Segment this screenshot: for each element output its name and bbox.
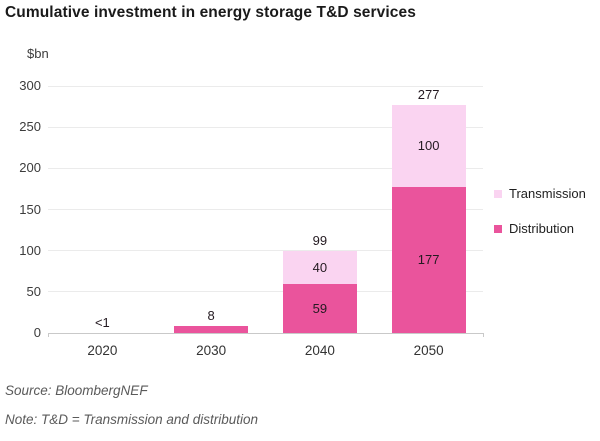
bar-2050-transmission [391, 104, 466, 188]
bar-total-label: <1 [94, 314, 110, 330]
gridline [48, 167, 483, 169]
axis-tick [48, 333, 49, 337]
gridline [48, 250, 483, 252]
bar-2030-distribution [174, 326, 249, 333]
bar-total-label: 277 [417, 86, 440, 102]
gridline [48, 209, 483, 210]
x-tick-label: 2020 [87, 343, 118, 358]
gridline [48, 126, 483, 128]
bar-total-label: 8 [207, 308, 215, 324]
gridline [48, 291, 483, 293]
bar-value-label: 100 [417, 138, 440, 154]
note-text: Note: T&D = Transmission and distributio… [5, 412, 258, 427]
x-tick-label: 2030 [196, 343, 227, 358]
y-tick-label: 100 [19, 242, 41, 258]
y-tick-label: 0 [33, 325, 41, 340]
legend-swatch-transmission [494, 189, 502, 198]
y-tick-label: 200 [19, 160, 41, 176]
legend-label: Distribution [509, 221, 575, 236]
x-tick-label: 2040 [304, 343, 335, 358]
y-tick-label: 300 [19, 78, 41, 93]
source-text: Source: BloombergNEF [5, 383, 148, 398]
y-tick-label: 150 [19, 201, 41, 217]
bar-value-label: 59 [312, 300, 328, 316]
bar-2040-transmission [282, 251, 357, 285]
bar-2040-distribution [282, 284, 357, 333]
bar-total-label: 99 [312, 233, 328, 249]
y-tick-label: 50 [26, 283, 41, 299]
gridline [48, 85, 483, 87]
x-tick-label: 2050 [413, 343, 444, 358]
x-axis-line [48, 333, 484, 334]
legend-item-distribution: Distribution [494, 221, 574, 236]
legend-item-transmission: Transmission [494, 186, 586, 201]
chart-title: Cumulative investment in energy storage … [5, 4, 416, 21]
bar-2050-distribution [391, 187, 466, 333]
bar-value-label: 177 [417, 252, 440, 268]
legend-swatch-distribution [494, 224, 502, 233]
y-tick-label: 250 [19, 119, 41, 135]
y-axis-unit-label: $bn [27, 46, 49, 61]
legend-label: Transmission [509, 186, 586, 201]
bar-value-label: 40 [312, 259, 328, 275]
axis-tick [483, 333, 484, 337]
